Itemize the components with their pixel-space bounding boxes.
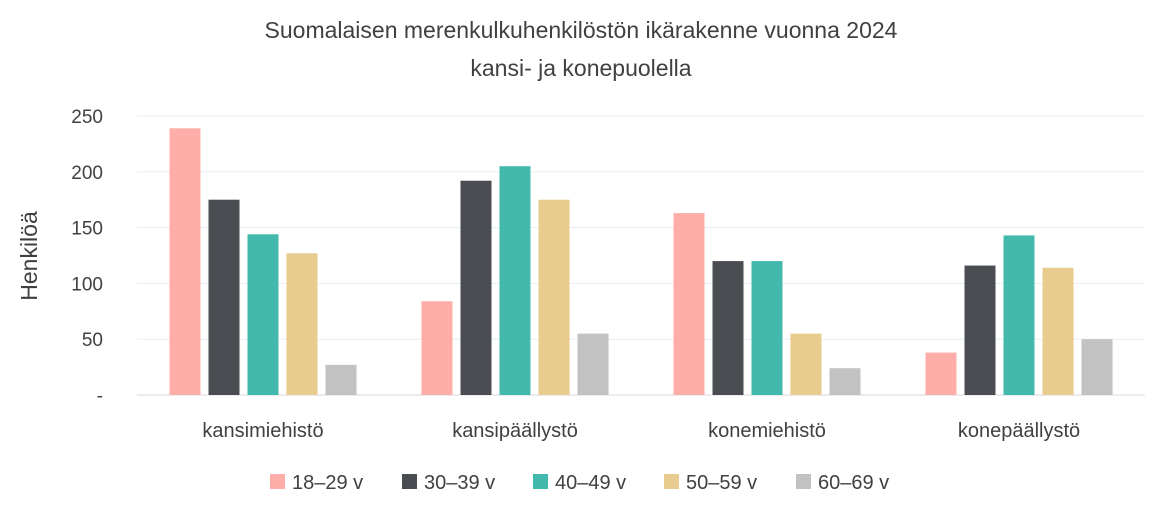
bar-1-1 xyxy=(169,128,201,395)
legend-swatch xyxy=(270,474,285,489)
y-tick-label: 50 xyxy=(82,330,103,351)
bar-3-4 xyxy=(790,333,822,395)
bar-4-3 xyxy=(1003,235,1035,395)
bar-1-3 xyxy=(247,234,279,395)
y-tick-label: 150 xyxy=(71,219,103,240)
legend-label: 30–39 v xyxy=(424,472,495,494)
bar-3-3 xyxy=(751,261,783,395)
y-tick-label: 200 xyxy=(71,163,103,184)
bar-2-3 xyxy=(499,166,531,395)
legend-label: 50–59 v xyxy=(686,472,757,494)
bar-4-2 xyxy=(964,265,996,395)
bar-3-5 xyxy=(829,368,861,395)
legend-item: 30–39 v xyxy=(402,472,495,494)
bar-3-1 xyxy=(673,213,705,395)
legend-item: 18–29 v xyxy=(270,472,363,494)
bar-1-5 xyxy=(325,364,357,395)
legend-swatch xyxy=(402,474,417,489)
legend-item: 50–59 v xyxy=(664,472,757,494)
bar-3-2 xyxy=(712,261,744,395)
legend-swatch xyxy=(533,474,548,489)
y-tick-label: - xyxy=(97,386,103,407)
bar-1-4 xyxy=(286,253,318,395)
category-label: konepäällystö xyxy=(958,420,1080,442)
bar-2-2 xyxy=(460,180,492,395)
chart-title: Suomalaisen merenkulkuhenkilöstön ikärak… xyxy=(265,17,898,43)
bar-1-2 xyxy=(208,199,240,395)
x-axis-categories: kansimiehistö kansipäällystö konemiehistö k… xyxy=(202,420,1080,442)
legend-label: 18–29 v xyxy=(292,472,363,494)
bar-2-5 xyxy=(577,333,609,395)
legend-swatch xyxy=(796,474,811,489)
chart-subtitle: kansi- ja konepuolella xyxy=(470,55,691,81)
legend-swatch xyxy=(664,474,679,489)
bar-4-5 xyxy=(1081,339,1113,395)
bar-4-4 xyxy=(1042,267,1074,395)
bar-2-4 xyxy=(538,199,570,395)
y-tick-label: 250 xyxy=(71,107,103,128)
legend-label: 60–69 v xyxy=(818,472,889,494)
legend-item: 40–49 v xyxy=(533,472,626,494)
bars xyxy=(169,128,1113,395)
bar-4-1 xyxy=(925,352,957,395)
legend-label: 40–49 v xyxy=(555,472,626,494)
y-axis-label: Henkilöä xyxy=(16,211,42,301)
legend-item: 60–69 v xyxy=(796,472,889,494)
category-label: konemiehistö xyxy=(708,420,826,442)
y-axis-ticks: 250 200 150 100 50 - xyxy=(71,107,103,407)
bar-2-1 xyxy=(421,301,453,395)
category-label: kansipäällystö xyxy=(452,420,578,442)
category-label: kansimiehistö xyxy=(202,420,323,442)
legend: 18–29 v 30–39 v 40–49 v 50–59 v 60–69 v xyxy=(270,472,889,494)
y-tick-label: 100 xyxy=(71,274,103,295)
